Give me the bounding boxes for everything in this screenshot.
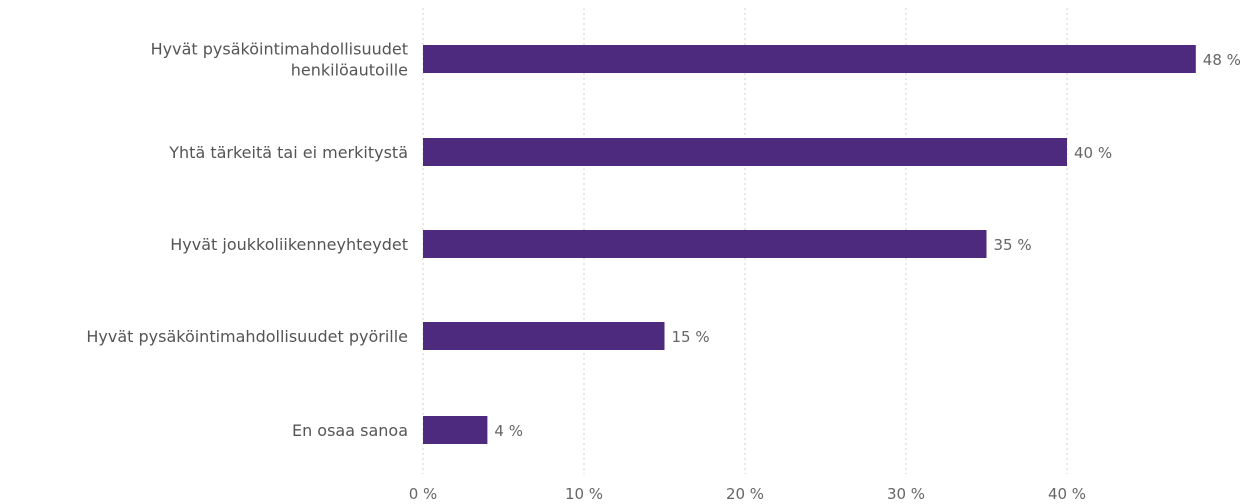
- x-tick-labels: 0 % 10 % 20 % 30 % 40 %: [409, 485, 1086, 503]
- value-label: 4 %: [494, 422, 523, 440]
- x-tick-label: 20 %: [726, 485, 764, 503]
- category-labels: Hyvät pysäköintimahdollisuudet henkilöaut…: [86, 40, 408, 441]
- category-label: henkilöautoille: [291, 61, 408, 80]
- category-label: Yhtä tärkeitä tai ei merkitystä: [168, 143, 408, 162]
- category-label: En osaa sanoa: [292, 421, 408, 440]
- x-tick-label: 40 %: [1048, 485, 1086, 503]
- x-tick-label: 10 %: [565, 485, 603, 503]
- bar: [423, 45, 1196, 73]
- value-labels: 48 % 40 % 35 % 15 % 4 %: [494, 51, 1241, 440]
- bar: [423, 322, 665, 350]
- category-label: Hyvät joukkoliikenneyhteydet: [170, 235, 408, 254]
- value-label: 35 %: [994, 236, 1032, 254]
- bars: [423, 45, 1196, 444]
- category-label: Hyvät pysäköintimahdollisuudet pyörille: [86, 327, 408, 346]
- value-label: 48 %: [1203, 51, 1241, 69]
- value-label: 15 %: [672, 328, 710, 346]
- category-label: Hyvät pysäköintimahdollisuudet: [151, 40, 408, 59]
- bar: [423, 416, 488, 444]
- x-tick-label: 0 %: [409, 485, 438, 503]
- bar: [423, 230, 987, 258]
- bar: [423, 138, 1067, 166]
- x-tick-label: 30 %: [887, 485, 925, 503]
- value-label: 40 %: [1074, 144, 1112, 162]
